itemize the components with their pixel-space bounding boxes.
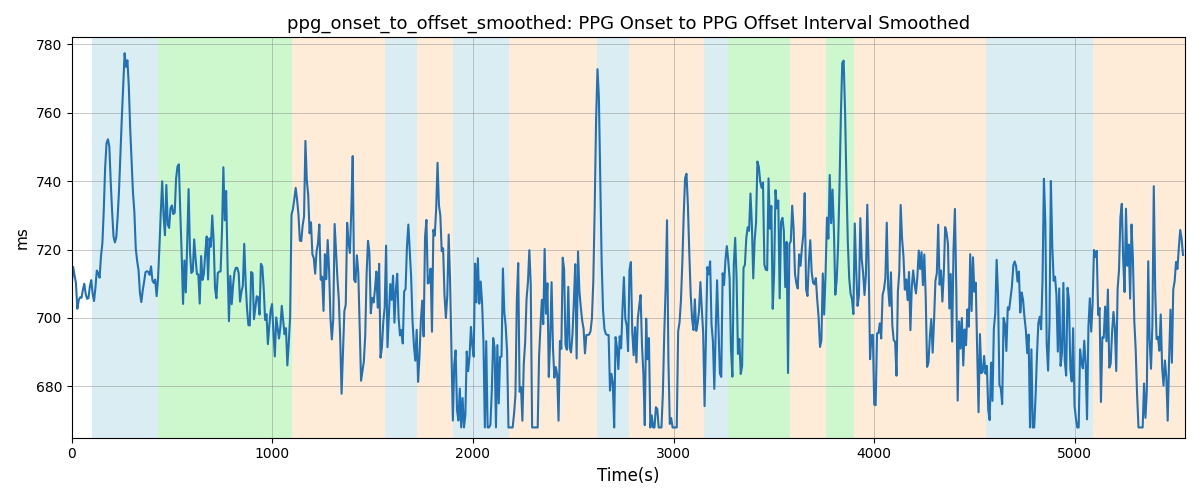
Bar bbox=[452, 38, 509, 438]
Bar bbox=[158, 38, 293, 438]
Bar bbox=[293, 38, 385, 438]
X-axis label: Time(s): Time(s) bbox=[598, 467, 660, 485]
Bar bbox=[854, 38, 986, 438]
Y-axis label: ms: ms bbox=[14, 226, 30, 249]
Bar bbox=[509, 38, 598, 438]
Bar bbox=[1093, 38, 1186, 438]
Bar bbox=[416, 38, 452, 438]
Bar bbox=[986, 38, 1093, 438]
Bar bbox=[629, 38, 703, 438]
Bar bbox=[826, 38, 854, 438]
Bar bbox=[790, 38, 826, 438]
Bar bbox=[385, 38, 416, 438]
Title: ppg_onset_to_offset_smoothed: PPG Onset to PPG Offset Interval Smoothed: ppg_onset_to_offset_smoothed: PPG Onset … bbox=[287, 15, 970, 34]
Bar bbox=[727, 38, 790, 438]
Bar bbox=[703, 38, 727, 438]
Bar bbox=[92, 38, 158, 438]
Bar bbox=[598, 38, 629, 438]
